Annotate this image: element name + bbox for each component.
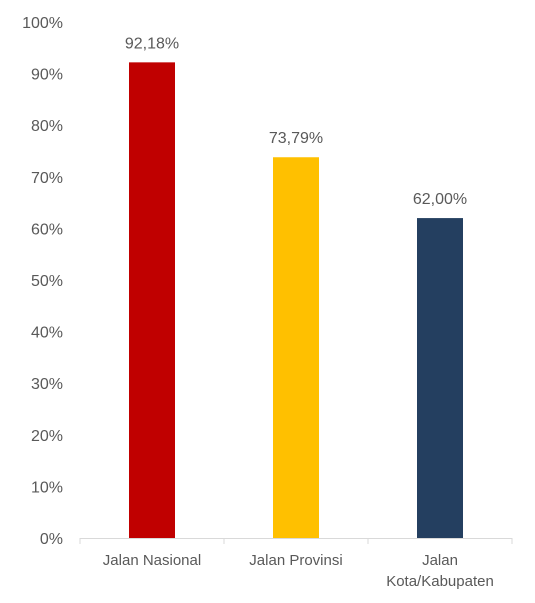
x-category-label-line: Jalan xyxy=(422,552,458,569)
data-label: 73,79% xyxy=(269,130,323,147)
x-category-label-line: Jalan Nasional xyxy=(103,552,201,569)
x-axis-ticks xyxy=(79,538,513,544)
y-tick-label: 80% xyxy=(31,118,63,135)
y-axis: 0% 10% 20% 30% 40% 50% 60% 70% 80% 90% 100% xyxy=(22,15,63,548)
y-tick-label: 70% xyxy=(31,170,63,187)
y-tick-label: 20% xyxy=(31,428,63,445)
x-category-label: Jalan Nasional xyxy=(103,552,201,569)
data-label: 62,00% xyxy=(413,191,467,208)
y-tick-label: 50% xyxy=(31,273,63,290)
bar xyxy=(417,218,463,538)
y-tick-label: 10% xyxy=(31,479,63,496)
y-tick-label: 30% xyxy=(31,376,63,393)
data-label: 92,18% xyxy=(125,35,179,52)
x-axis: Jalan Nasional Jalan Provinsi Jalan Kota/Ka… xyxy=(103,552,494,590)
y-tick-label: 60% xyxy=(31,221,63,238)
y-tick-label: 0% xyxy=(40,531,63,548)
y-tick-label: 100% xyxy=(22,15,63,32)
x-category-label-line: Jalan Provinsi xyxy=(249,552,342,569)
y-tick-label: 90% xyxy=(31,67,63,84)
bars xyxy=(129,62,463,539)
y-tick-label: 40% xyxy=(31,325,63,342)
bar xyxy=(273,157,319,539)
x-category-label: Jalan Kota/Kabupaten xyxy=(386,552,494,590)
x-category-label: Jalan Provinsi xyxy=(249,552,342,569)
bar xyxy=(129,62,175,539)
data-labels: 92,18% 73,79% 62,00% xyxy=(125,35,467,208)
x-category-label-line: Kota/Kabupaten xyxy=(386,573,494,590)
